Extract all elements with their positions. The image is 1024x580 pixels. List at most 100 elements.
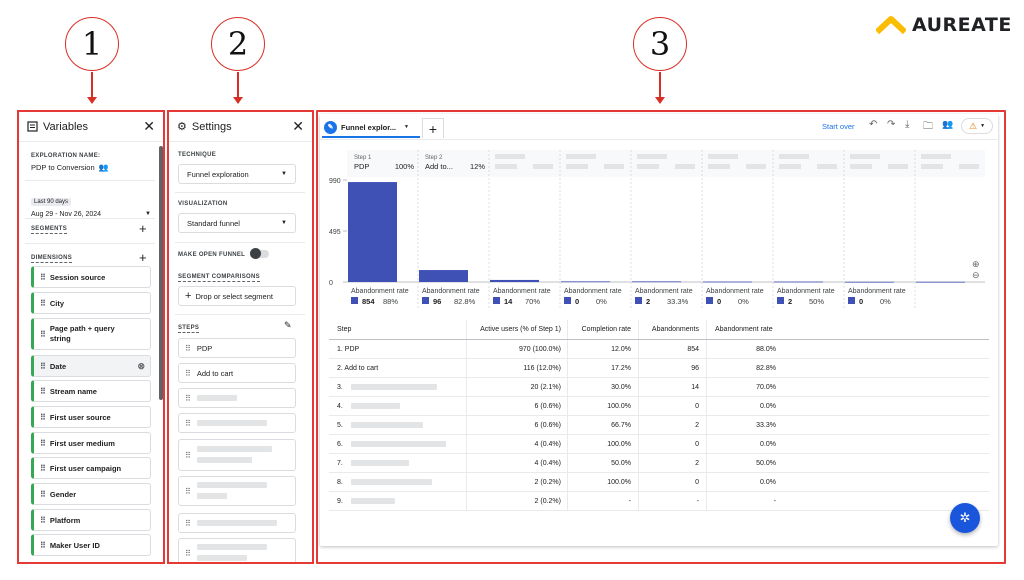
share-users-icon[interactable]: 👥	[942, 119, 954, 129]
add-tab-button[interactable]: +	[422, 118, 444, 138]
redacted-step-label	[566, 164, 588, 169]
add-dimension-icon[interactable]: +	[139, 250, 147, 265]
dimension-page-path[interactable]: ⠿ Page path + query string	[31, 318, 151, 350]
step-add-to-cart[interactable]: ⠿ Add to cart	[178, 363, 296, 383]
header-abandonments: Abandonments	[651, 326, 699, 333]
drag-handle-icon[interactable]: ⠿	[185, 343, 191, 353]
table-row[interactable]: 8. 2 (0.2%) 100.0% 0 0.0%	[329, 473, 989, 492]
dimension-first-user-medium[interactable]: ⠿ First user medium	[31, 432, 151, 454]
abandonment-rate: 0%	[880, 297, 891, 306]
drag-handle-icon[interactable]: ⠿	[40, 298, 46, 308]
dimension-city[interactable]: ⠿ City	[31, 292, 151, 314]
abandonment-rate-label: Abandonment rate	[848, 288, 906, 295]
redo-icon[interactable]: ↷	[887, 119, 896, 130]
drag-handle-icon[interactable]: ⠿	[185, 393, 191, 403]
redacted-step-label	[566, 154, 596, 159]
add-segment-icon[interactable]: +	[139, 221, 147, 236]
dimension-session-source[interactable]: ⠿ Session source	[31, 266, 151, 288]
table-row[interactable]: 1. PDP 970 (100.0%) 12.0% 854 88.0%	[329, 340, 989, 359]
redacted-step-label	[779, 164, 801, 169]
step-redacted[interactable]: ⠿	[178, 439, 296, 471]
drag-handle-icon[interactable]: ⠿	[40, 489, 46, 499]
abandonment-rate-label: Abandonment rate	[706, 288, 764, 295]
redacted-step-label	[495, 154, 525, 159]
drag-handle-icon[interactable]: ⠿	[185, 518, 191, 528]
technique-label: TECHNIQUE	[178, 152, 217, 158]
warning-button[interactable]: ⚠ ▼	[961, 118, 993, 134]
dimension-date[interactable]: ⠿ Date ⊗	[31, 355, 151, 377]
step-redacted[interactable]: ⠿	[178, 538, 296, 562]
table-row[interactable]: 6. 4 (0.4%) 100.0% 0 0.0%	[329, 435, 989, 454]
abandonment-rate-label: Abandonment rate	[564, 288, 622, 295]
drag-handle-icon[interactable]: ⠿	[40, 329, 46, 339]
table-row[interactable]: 5. 6 (0.6%) 66.7% 2 33.3%	[329, 416, 989, 435]
table-row[interactable]: 2. Add to cart 116 (12.0%) 17.2% 96 82.8%	[329, 359, 989, 378]
step-number-label: Step 2	[425, 155, 443, 161]
drag-handle-icon[interactable]: ⠿	[40, 412, 46, 422]
scrollbar[interactable]	[159, 146, 163, 400]
cell-active-users: 116 (12.0%)	[523, 365, 561, 372]
dimension-gender[interactable]: ⠿ Gender	[31, 483, 151, 505]
drag-handle-icon[interactable]: ⠿	[40, 463, 46, 473]
step-redacted[interactable]: ⠿	[178, 513, 296, 533]
remove-dimension-icon[interactable]: ⊗	[137, 360, 145, 371]
visualization-select[interactable]: Standard funnel ▼	[178, 213, 296, 233]
dimension-first-user-campaign[interactable]: ⠿ First user campaign	[31, 457, 151, 479]
abandonment-swatch	[635, 297, 642, 304]
table-row[interactable]: 4. 6 (0.6%) 100.0% 0 0.0%	[329, 397, 989, 416]
folder-icon[interactable]: 🗀	[923, 121, 933, 132]
callout-2: 2	[211, 17, 265, 71]
technique-value: Funnel exploration	[187, 169, 249, 179]
close-settings-icon[interactable]: ✕	[292, 118, 304, 134]
drag-handle-icon[interactable]: ⠿	[40, 361, 46, 371]
step-redacted[interactable]: ⠿	[178, 476, 296, 506]
redacted-step-label	[779, 154, 809, 159]
dimension-maker-user-id[interactable]: ⠿ Maker User ID	[31, 534, 151, 556]
drag-handle-icon[interactable]: ⠿	[185, 486, 191, 496]
abandonment-rate: 50%	[809, 297, 824, 306]
open-funnel-toggle[interactable]	[250, 248, 269, 259]
cell-abandonment-rate: 82.8%	[756, 365, 776, 372]
abandonment-rate-label: Abandonment rate	[351, 288, 409, 295]
dimension-platform[interactable]: ⠿ Platform	[31, 509, 151, 531]
step-redacted[interactable]: ⠿	[178, 413, 296, 433]
drop-segment-button[interactable]: + Drop or select segment	[178, 286, 296, 306]
technique-select[interactable]: Funnel exploration ▼	[178, 164, 296, 184]
dimension-stream-name[interactable]: ⠿ Stream name	[31, 380, 151, 402]
drag-handle-icon[interactable]: ⠿	[185, 418, 191, 428]
zoom-out-icon[interactable]: ⊖	[972, 270, 980, 280]
cell-completion-rate: 17.2%	[611, 365, 631, 372]
table-row[interactable]: 9. 2 (0.2%) - - -	[329, 492, 989, 511]
table-row[interactable]: 7. 4 (0.4%) 50.0% 2 50.0%	[329, 454, 989, 473]
drag-handle-icon[interactable]: ⠿	[40, 438, 46, 448]
drag-handle-icon[interactable]: ⠿	[40, 272, 46, 282]
cell-completion-rate: 100.0%	[607, 441, 631, 448]
abandonment-rate-label: Abandonment rate	[422, 288, 480, 295]
tab-funnel-exploration[interactable]: ✎ Funnel explor... ▼	[322, 118, 420, 138]
abandonment-swatch	[493, 297, 500, 304]
table-row[interactable]: 3. 20 (2.1%) 30.0% 14 70.0%	[329, 378, 989, 397]
download-icon[interactable]: ⤓	[905, 119, 910, 130]
step-redacted[interactable]: ⠿	[178, 388, 296, 408]
drag-handle-icon[interactable]: ⠿	[185, 450, 191, 460]
dimension-first-user-source[interactable]: ⠿ First user source	[31, 406, 151, 428]
undo-icon[interactable]: ↶	[869, 119, 878, 130]
drag-handle-icon[interactable]: ⠿	[185, 368, 191, 378]
cell-completion-rate: 100.0%	[607, 479, 631, 486]
edit-steps-icon[interactable]: ✎	[284, 320, 292, 330]
drag-handle-icon[interactable]: ⠿	[185, 548, 191, 558]
insights-fab[interactable]: ✲	[950, 503, 980, 533]
zoom-in-icon[interactable]: ⊕	[972, 259, 980, 269]
abandonment-rate: 88%	[383, 297, 398, 306]
drag-handle-icon[interactable]: ⠿	[40, 386, 46, 396]
step-pdp[interactable]: ⠿ PDP	[178, 338, 296, 358]
abandonment-rate-label: Abandonment rate	[777, 288, 835, 295]
drag-handle-icon[interactable]: ⠿	[40, 515, 46, 525]
callout-3: 3	[633, 17, 687, 71]
abandonment-count: 0	[717, 297, 721, 306]
start-over-button[interactable]: Start over	[822, 122, 855, 131]
drag-handle-icon[interactable]: ⠿	[40, 540, 46, 550]
exploration-name[interactable]: PDP to Conversion 👥	[31, 163, 109, 172]
close-variables-icon[interactable]: ✕	[143, 118, 155, 134]
date-range-picker[interactable]: Last 90 days Aug 29 - Nov 26, 2024 ▼	[31, 190, 151, 218]
